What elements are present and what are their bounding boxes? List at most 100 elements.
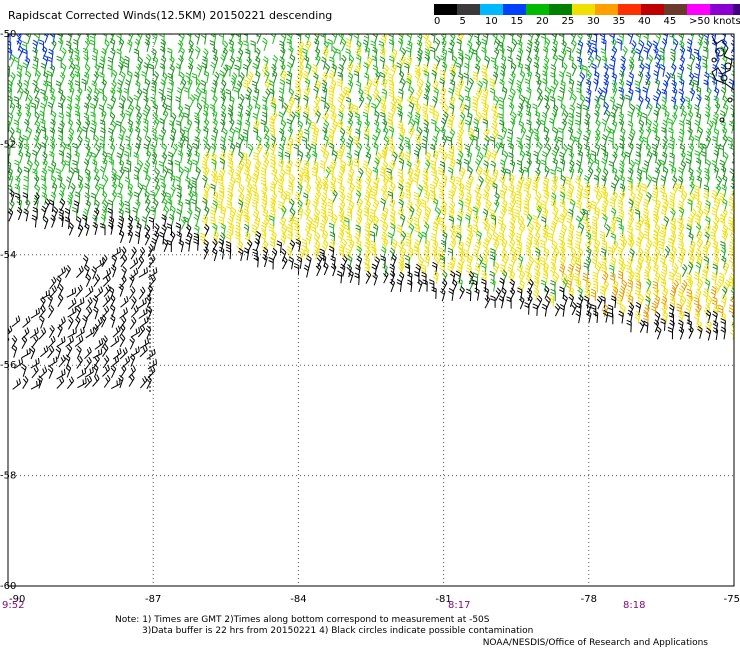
wind-barb bbox=[255, 34, 262, 44]
wind-barb bbox=[388, 55, 395, 69]
wind-barb bbox=[481, 109, 488, 123]
wind-barb bbox=[482, 102, 489, 116]
wind-barb bbox=[390, 48, 398, 62]
lat-tick-label: -50 bbox=[0, 29, 16, 40]
wind-barb bbox=[94, 286, 104, 299]
wind-barb bbox=[544, 34, 546, 36]
wind-barb bbox=[439, 78, 445, 92]
wind-barb bbox=[524, 191, 532, 206]
legend-label-4: 20 bbox=[536, 16, 549, 27]
wind-barb bbox=[416, 53, 422, 68]
wind-barb bbox=[389, 198, 396, 212]
wind-barb bbox=[588, 55, 595, 69]
footnote-line-1: Note: 1) Times are GMT 2)Times along bot… bbox=[115, 615, 490, 625]
legend-label-7: 35 bbox=[612, 16, 626, 27]
wind-barb bbox=[551, 149, 557, 164]
wind-barb bbox=[542, 78, 548, 92]
wind-barb bbox=[414, 223, 420, 237]
wind-barb bbox=[255, 70, 261, 84]
wind-barb bbox=[634, 80, 640, 93]
wind-barb bbox=[645, 126, 652, 140]
wind-barb bbox=[582, 65, 588, 78]
wind-barb bbox=[262, 246, 269, 260]
wind-barb bbox=[456, 158, 462, 172]
wind-barb bbox=[320, 208, 327, 222]
wind-barb bbox=[466, 40, 473, 54]
wind-barb bbox=[652, 184, 659, 198]
wind-barb bbox=[533, 277, 540, 291]
wind-barb bbox=[380, 102, 387, 116]
wind-barb bbox=[457, 208, 464, 222]
wind-barb bbox=[642, 198, 649, 212]
wind-barb bbox=[118, 208, 124, 222]
wind-barb bbox=[681, 263, 688, 278]
wind-barb bbox=[661, 151, 668, 165]
wind-barb bbox=[438, 190, 445, 204]
wind-barb bbox=[57, 134, 64, 148]
wind-barb bbox=[695, 199, 703, 213]
wind-barb bbox=[23, 79, 29, 94]
wind-barb bbox=[432, 110, 440, 124]
wind-barb bbox=[498, 295, 505, 309]
wind-barb bbox=[449, 39, 455, 53]
wind-barb bbox=[672, 279, 679, 293]
wind-barb bbox=[84, 356, 92, 370]
wind-barb bbox=[407, 246, 414, 260]
wind-barb bbox=[303, 160, 310, 173]
wind-barb bbox=[66, 376, 75, 390]
wind-barb bbox=[456, 135, 463, 149]
wind-barb bbox=[289, 54, 296, 68]
wind-barb bbox=[38, 366, 48, 379]
wind-barb bbox=[270, 110, 278, 125]
wind-barb bbox=[327, 198, 334, 212]
wind-barb bbox=[151, 237, 157, 251]
wind-barb bbox=[465, 191, 472, 205]
wind-barb bbox=[286, 118, 292, 132]
wind-barb bbox=[388, 125, 395, 140]
wind-barb bbox=[449, 237, 457, 252]
wind-barb bbox=[338, 143, 346, 157]
wind-barb bbox=[127, 39, 133, 53]
wind-barb bbox=[509, 197, 517, 211]
wind-barb bbox=[599, 285, 606, 299]
wind-barb bbox=[654, 34, 656, 35]
wind-barb bbox=[147, 358, 158, 370]
wind-barb bbox=[195, 166, 201, 180]
wind-barb bbox=[509, 190, 517, 204]
wind-barb bbox=[200, 96, 207, 110]
wind-barb bbox=[313, 95, 321, 109]
wind-barb bbox=[611, 119, 618, 134]
wind-barb bbox=[277, 184, 284, 198]
wind-barb bbox=[83, 102, 90, 116]
wind-barb bbox=[134, 231, 141, 244]
wind-barb bbox=[677, 221, 685, 236]
wind-barb bbox=[262, 37, 268, 51]
wind-barb bbox=[139, 337, 150, 349]
wind-barb bbox=[694, 135, 700, 148]
wind-barb bbox=[170, 127, 177, 141]
wind-barb bbox=[370, 190, 376, 203]
wind-barb bbox=[619, 127, 626, 141]
wind-barb bbox=[370, 246, 377, 260]
wind-barb bbox=[501, 126, 508, 140]
wind-barb bbox=[704, 239, 712, 253]
wind-barb bbox=[50, 118, 56, 132]
wind-barb bbox=[583, 295, 590, 309]
wind-barb bbox=[653, 223, 661, 237]
wind-barb bbox=[491, 103, 498, 117]
wind-barb bbox=[111, 79, 117, 94]
wind-barb bbox=[135, 63, 142, 77]
wind-barb bbox=[618, 86, 624, 100]
wind-barb bbox=[526, 157, 532, 172]
wind-barb bbox=[65, 176, 72, 190]
wind-barb bbox=[500, 205, 508, 220]
wind-barb bbox=[611, 85, 618, 99]
wind-barb bbox=[658, 240, 664, 253]
wind-barb bbox=[475, 165, 483, 180]
wind-barb bbox=[89, 103, 96, 116]
wind-barb bbox=[448, 207, 455, 221]
wind-barb bbox=[286, 143, 292, 157]
wind-barb bbox=[422, 279, 428, 292]
wind-barb bbox=[421, 142, 427, 156]
wind-barb bbox=[468, 34, 470, 36]
